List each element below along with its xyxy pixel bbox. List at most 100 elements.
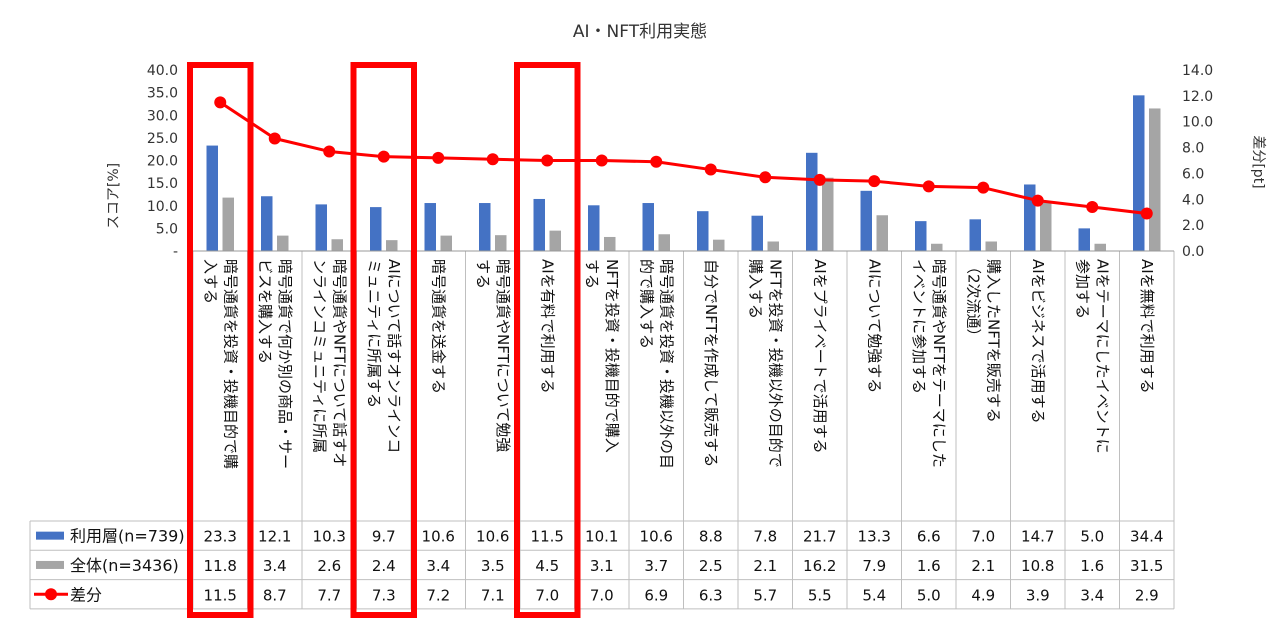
table-cell: 4.9 [971,586,995,604]
bar-usage [1078,228,1090,251]
y-axis-label: スコア[%] [106,163,122,229]
table-cell: 6.6 [917,528,941,546]
bar-usage [370,207,382,251]
category-label: ビスを購入する [256,259,274,364]
bar-overall [1040,202,1052,251]
legend-key-usage [36,531,64,540]
difference-point [704,163,717,176]
category-label: 暗号通貨やNFTについて話すオ [330,259,348,467]
category-label: イベントに参加する [910,259,928,394]
difference-point [268,132,281,145]
category-label: AIについて話すオンラインコ [385,259,403,453]
table-cell: 2.1 [753,557,777,575]
bar-usage [533,198,545,251]
y-tick-label: 40.0 [147,63,178,79]
table-cell: 8.8 [699,528,723,546]
bar-usage [697,211,709,251]
difference-point [323,145,336,158]
category-label: 入する [201,259,219,304]
difference-point [813,173,826,186]
bar-overall [440,235,452,251]
category-label: 購入する [746,259,764,319]
difference-point [1031,194,1044,207]
highlight-box [514,62,581,618]
y-tick-label: 35.0 [147,86,178,102]
y2-tick-label: 4.0 [1182,192,1204,208]
category-label: AIを無料で利用する [1138,259,1156,394]
difference-point [595,154,608,167]
bar-usage [751,215,763,251]
table-cell: 10.1 [585,528,618,546]
category-label: AIを有料で利用する [538,259,556,394]
category-label: AIをテーマにしたイベントに [1093,259,1111,454]
table-cell: 10.3 [313,528,346,546]
table-cell: 3.5 [481,557,505,575]
table-cell: 5.7 [753,586,777,604]
bar-overall [1149,108,1161,252]
table-cell: 5.5 [808,586,832,604]
difference-point [1140,207,1153,220]
y2-tick-label: 2.0 [1182,218,1204,234]
table-cell: 7.0 [971,528,995,546]
y-tick-label: 15.0 [147,176,178,192]
difference-line-layer [214,96,1153,220]
table-cell: 2.9 [1135,586,1159,604]
table-cell: 7.2 [426,586,450,604]
table-cell: 1.6 [917,557,941,575]
category-label: 暗号通貨を投資・投機目的で購 [221,259,239,469]
table-cell: 3.7 [644,557,668,575]
table-cell: 10.8 [1021,557,1054,575]
table-cell: 7.0 [590,586,614,604]
table-cell: 7.7 [317,586,341,604]
bar-overall [1094,243,1106,251]
bar-usage [1133,95,1145,251]
axes-layer: - 5.0 10.0 15.0 20.0 25.0 30.0 35.0 40.0 0.0 2.0 4.… [147,63,1213,260]
y2-tick-label: 0.0 [1182,244,1204,260]
bar-overall [549,230,561,251]
table-cell: 7.8 [753,528,777,546]
difference-point [377,150,390,163]
table-cell: 8.7 [263,586,287,604]
bar-usage [424,203,436,251]
bar-overall [767,241,779,251]
difference-point [486,153,499,166]
table-cell: 2.6 [317,557,341,575]
category-label: 暗号通貨で何か別の商品・サー [276,259,294,469]
category-label: ンラインコミュニティに所属 [310,259,328,453]
category-label: 参加する [1073,259,1091,319]
category-label: 自分でNFTを作成して販売する [702,259,720,467]
table-cell: 3.9 [1026,586,1050,604]
category-label: （2次流通） [964,259,982,344]
table-cell: 5.0 [1080,528,1104,546]
category-label: 購入したNFTを販売する [984,259,1002,423]
table-cell: 4.5 [535,557,559,575]
table-cell: 34.4 [1130,528,1163,546]
y2-tick-label: 12.0 [1182,89,1213,105]
table-cell: 1.6 [1080,557,1104,575]
difference-point [1086,201,1099,214]
bar-overall [277,235,289,251]
bars-layer [206,95,1161,252]
table-cell: 23.3 [204,528,237,546]
bar-overall [876,215,888,251]
category-label: AIをビジネスで活用する [1029,259,1047,424]
difference-point [922,180,935,193]
bar-overall [331,239,343,251]
bar-overall [495,235,507,251]
bar-usage [969,219,981,251]
table-row-header: 利用層(n=739) [70,527,185,546]
table-cell: 13.3 [858,528,891,546]
category-label: 暗号通貨を投資・投機以外の目 [657,259,675,469]
y-tick-label: 30.0 [147,108,178,124]
bar-overall [222,197,234,251]
table-cell: 3.4 [1080,586,1104,604]
table-cell: 11.8 [204,557,237,575]
bar-usage [588,205,600,251]
table-cell: 7.0 [535,586,559,604]
category-label: 暗号通貨やNFTについて勉強 [494,259,512,452]
table-cell: 2.4 [372,557,396,575]
category-label: NFTを投資・投機目的で購入 [603,259,621,453]
table-cell: 7.9 [862,557,886,575]
table-cell: 16.2 [803,557,836,575]
